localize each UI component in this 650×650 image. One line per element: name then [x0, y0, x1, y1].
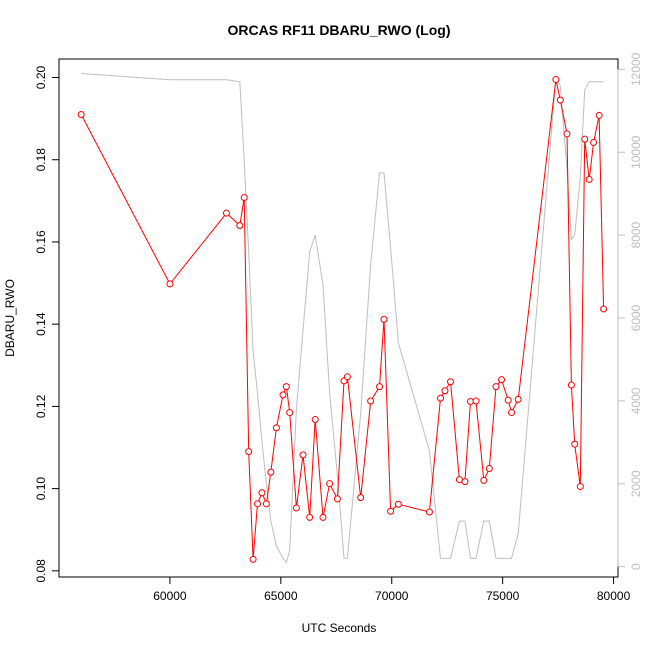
- y-tick-label: 0.08: [34, 559, 48, 583]
- data-point: [311, 416, 319, 424]
- data-point: [508, 409, 516, 417]
- data-point: [380, 315, 388, 323]
- x-tick-label: 70000: [375, 589, 409, 603]
- data-point: [590, 138, 598, 146]
- data-point: [394, 500, 402, 508]
- data-point: [461, 478, 469, 486]
- data-point: [343, 373, 351, 381]
- data-point: [357, 494, 365, 502]
- y-tick-label: 0.20: [34, 65, 48, 89]
- data-point: [77, 111, 85, 118]
- x-axis: 60000 65000 70000 75000 80000: [153, 576, 631, 603]
- y-tick-label: 0.16: [34, 230, 48, 254]
- chart-title: ORCAS RF11 DBARU_RWO (Log): [228, 22, 451, 38]
- y-tick-label: 0.12: [34, 394, 48, 418]
- data-point: [245, 448, 253, 456]
- data-point: [319, 513, 327, 521]
- data-point: [282, 383, 290, 391]
- x-tick-label: 75000: [486, 589, 520, 603]
- data-point: [480, 476, 488, 484]
- data-point: [326, 480, 334, 488]
- y-tick-label: 0.18: [34, 148, 48, 172]
- y2-tick-label: 6000: [629, 304, 643, 331]
- y2-axis: 0 2000 4000 6000 8000 10000 12000: [617, 52, 643, 570]
- data-point: [585, 175, 593, 183]
- y2-tick-label: 12000: [629, 52, 643, 86]
- data-point: [236, 222, 244, 229]
- data-point: [567, 381, 575, 389]
- data-point: [600, 305, 608, 313]
- data-point: [552, 76, 560, 84]
- data-point: [441, 387, 449, 395]
- x-tick-label: 80000: [597, 589, 631, 603]
- data-point: [258, 489, 266, 497]
- x-tick-label: 65000: [264, 589, 298, 603]
- data-point: [333, 495, 341, 503]
- data-point: [514, 395, 522, 403]
- data-point: [472, 397, 480, 405]
- data-point: [498, 376, 506, 384]
- data-point: [425, 508, 433, 516]
- x-axis-label: UTC Seconds: [302, 621, 377, 635]
- data-point: [376, 383, 384, 391]
- y2-tick-label: 10000: [629, 135, 643, 169]
- y-tick-label: 0.10: [34, 477, 48, 501]
- y-tick-label: 0.14: [34, 312, 48, 336]
- data-point: [254, 500, 262, 508]
- data-point: [279, 391, 287, 399]
- data-point: [240, 194, 248, 202]
- data-point: [387, 507, 395, 515]
- y2-tick-label: 4000: [629, 387, 643, 414]
- data-point: [367, 397, 375, 405]
- data-point: [556, 96, 564, 104]
- data-point: [272, 424, 280, 432]
- data-point: [581, 135, 589, 143]
- y2-tick-label: 2000: [629, 470, 643, 497]
- y2-tick-label: 8000: [629, 221, 643, 248]
- data-point: [306, 513, 314, 521]
- y-axis-label: DBARU_RWO: [3, 279, 17, 357]
- data-point: [576, 483, 584, 491]
- data-point: [563, 130, 571, 138]
- data-point: [286, 409, 294, 417]
- data-point: [595, 111, 603, 119]
- data-point: [299, 451, 307, 459]
- data-point: [447, 378, 455, 386]
- data-point: [437, 394, 445, 402]
- data-point: [492, 383, 500, 391]
- secondary-series-line: [81, 73, 604, 564]
- primary-series-line: [80, 79, 605, 560]
- x-tick-label: 60000: [153, 589, 187, 603]
- data-point: [571, 440, 579, 448]
- data-point: [249, 555, 257, 563]
- series-layer: [77, 73, 608, 564]
- data-point: [504, 396, 512, 404]
- y2-tick-label: 0: [629, 563, 643, 570]
- data-point: [166, 280, 174, 288]
- data-point: [267, 468, 275, 476]
- data-point: [222, 209, 230, 217]
- data-point: [292, 504, 300, 512]
- data-point: [485, 464, 493, 472]
- data-point: [262, 500, 270, 508]
- y-axis: 0.08 0.10 0.12 0.14 0.16 0.18 0.20: [34, 65, 60, 583]
